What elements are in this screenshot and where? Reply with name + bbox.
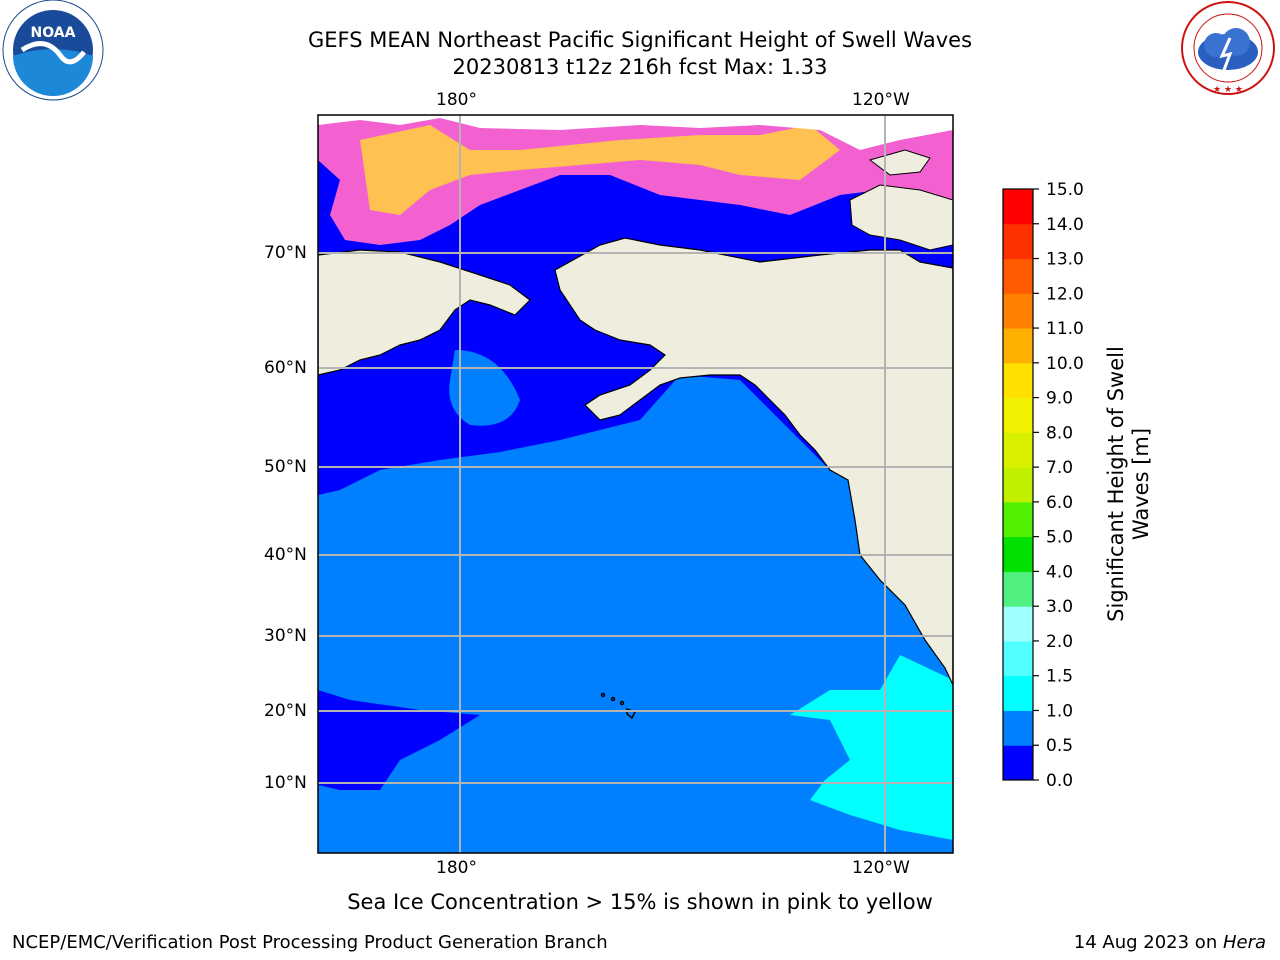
- arctic-islands-land: [849, 184, 953, 251]
- high-swell-region: [790, 655, 953, 840]
- colorbar: 0.0 0.5 1.0 1.5 2.0 3.0 4.0 5.0 6.0 7.0 8.0 9.0 10.0…: [1002, 180, 1084, 790]
- sea-ice-caption: Sea Ice Concentration > 15% is shown in …: [347, 890, 933, 914]
- map-frame: [317, 114, 954, 854]
- lon-label-top-180: 180°: [436, 90, 477, 110]
- colorbar-segment: [1003, 571, 1033, 607]
- map-title: GEFS MEAN Northeast Pacific Significant …: [307, 28, 973, 52]
- colorbar-segment: [1003, 223, 1033, 260]
- colorbar-segment: [1003, 362, 1033, 399]
- sea-ice-white: [318, 115, 953, 150]
- sea-ice-dense: [360, 125, 840, 215]
- lat-label-30n: 30°N: [264, 626, 307, 646]
- colorbar-segment: [1003, 293, 1033, 329]
- colorbar-segment: [1003, 710, 1033, 746]
- colorbar-tick-label: 11.0: [1046, 319, 1084, 339]
- noaa-logo: NOAA: [2, 0, 104, 101]
- colorbar-segment: [1003, 745, 1033, 781]
- colorbar-tick-label: 6.0: [1046, 493, 1073, 513]
- colorbar-tick-label: 9.0: [1046, 389, 1073, 409]
- colorbar-tick-label: 4.0: [1046, 562, 1073, 582]
- colorbar-label-line1: Significant Height of Swell: [1104, 346, 1128, 622]
- lon-label-top-120w: 120°W: [852, 90, 910, 110]
- colorbar-tick-label: 14.0: [1046, 215, 1084, 235]
- north-america-land: [554, 237, 953, 686]
- colorbar-label-line2: Waves [m]: [1129, 427, 1153, 541]
- colorbar-tick-label: 5.0: [1046, 528, 1073, 548]
- colorbar-segment: [1003, 467, 1033, 503]
- colorbar-segment: [1003, 432, 1033, 468]
- footer-date: 14 Aug 2023 on Hera: [1074, 932, 1266, 953]
- colorbar-tick-label: 8.0: [1046, 423, 1073, 443]
- footer-machine: Hera: [1222, 932, 1266, 953]
- colorbar-segment: [1003, 258, 1033, 294]
- colorbar-segment: [1003, 328, 1033, 364]
- colorbar-tick-label: 2.0: [1046, 632, 1073, 652]
- colorbar-segment: [1003, 675, 1033, 711]
- colorbar-segment: [1003, 189, 1033, 225]
- colorbar-tick-label: 1.0: [1046, 701, 1073, 721]
- lat-label-60n: 60°N: [264, 358, 307, 378]
- colorbar-tick-label: 3.0: [1046, 597, 1073, 617]
- lon-label-bottom-120w: 120°W: [852, 858, 910, 878]
- colorbar-tick-label: 0.5: [1046, 736, 1073, 756]
- lat-label-10n: 10°N: [264, 773, 307, 793]
- map-subtitle: 20230813 t12z 216h fcst Max: 1.33: [452, 55, 828, 79]
- svg-text:★ ★ ★: ★ ★ ★: [1213, 85, 1243, 95]
- footer-branch: NCEP/EMC/Verification Post Processing Pr…: [12, 932, 608, 953]
- lon-label-bottom-180: 180°: [436, 858, 477, 878]
- colorbar-tick-label: 10.0: [1046, 354, 1084, 374]
- nws-logo: ★ ★ ★: [1181, 1, 1275, 95]
- noaa-logo-text: NOAA: [31, 25, 76, 41]
- colorbar-segment: [1003, 640, 1033, 677]
- colorbar-segment: [1003, 536, 1033, 572]
- low-swell-region-south: [318, 690, 480, 790]
- colorbar-segment: [1003, 501, 1033, 538]
- colorbar-segment: [1003, 606, 1033, 642]
- colorbar-tick-label: 15.0: [1046, 180, 1084, 200]
- colorbar-tick-label: 1.5: [1046, 667, 1073, 687]
- map-gridlines: [318, 115, 953, 853]
- colorbar-tick-label: 13.0: [1046, 250, 1084, 270]
- colorbar-tick-label: 0.0: [1046, 771, 1073, 790]
- lat-label-40n: 40°N: [264, 545, 307, 565]
- lat-label-50n: 50°N: [264, 457, 307, 477]
- asia-land: [318, 249, 531, 376]
- colorbar-tick-label: 12.0: [1046, 284, 1084, 304]
- colorbar-segment: [1003, 397, 1033, 433]
- colorbar-tick-label: 7.0: [1046, 458, 1073, 478]
- lat-label-70n: 70°N: [264, 243, 307, 263]
- footer-date-text: 14 Aug 2023 on: [1073, 932, 1223, 953]
- lat-label-20n: 20°N: [264, 701, 307, 721]
